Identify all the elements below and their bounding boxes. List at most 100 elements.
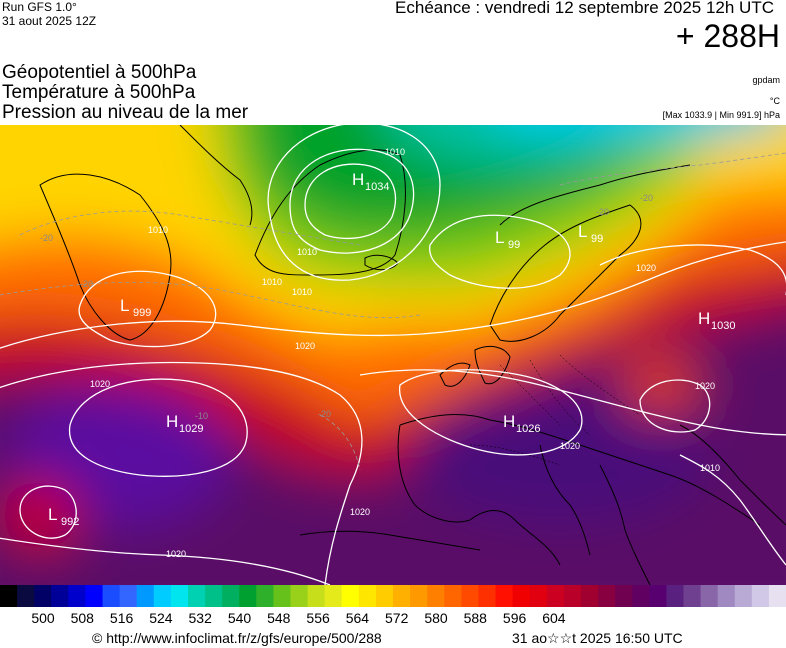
colorbar-swatch: [136, 585, 155, 607]
colorbar-swatch: [563, 585, 582, 607]
run-info: Run GFS 1.0° 31 aout 2025 12Z: [2, 0, 96, 28]
colorbar-swatch: [427, 585, 445, 607]
svg-text:H: H: [503, 412, 515, 431]
temperature-label: -20: [596, 207, 609, 217]
temperature-label: -20: [640, 193, 653, 203]
colorbar-swatch: [461, 585, 479, 607]
run-date: 31 aout 2025 12Z: [2, 14, 97, 28]
title-geopotential: Géopotentiel à 500hPa: [2, 62, 197, 83]
colorbar-swatch: [205, 585, 223, 607]
pressure-center-H-1026: H 1026: [503, 412, 540, 435]
colorbar-tick-label: 548: [267, 610, 291, 626]
source-url[interactable]: © http://www.infoclimat.fr/z/gfs/europe/…: [92, 630, 382, 646]
isobars: [0, 125, 786, 585]
colorbar-swatch: [17, 585, 35, 607]
colorbar-swatch: [222, 585, 240, 607]
pressure-center-H-1030: H 1030: [698, 309, 735, 332]
colorbar-tick-label: 604: [542, 610, 566, 626]
isobar-labels: 1010 1010 1010 1010 1010 1020 1020 1020 1020 1020…: [90, 147, 720, 559]
svg-text:1030: 1030: [711, 320, 735, 332]
isobar-label: 1020: [636, 263, 656, 273]
svg-text:1034: 1034: [365, 181, 389, 193]
colorbar-swatch: [649, 585, 667, 607]
svg-text:99: 99: [591, 233, 603, 245]
colorbar-swatch: [375, 585, 394, 607]
colorbar-swatch: [341, 585, 360, 607]
colorbar-swatch: [34, 585, 52, 607]
colorbar-swatch: [580, 585, 599, 607]
colorbar-swatch: [546, 585, 565, 607]
colorbar-swatch: [632, 585, 650, 607]
title-pressure: Pression au niveau de la mer: [2, 102, 249, 123]
lead-time: + 288H: [675, 18, 780, 54]
isobar-label: 1020: [295, 341, 315, 351]
colorbar-swatch: [615, 585, 633, 607]
colorbar-swatch: [290, 585, 309, 607]
colorbar-swatch: [187, 585, 206, 607]
temperature-label: -20: [80, 279, 93, 289]
colorbar-swatch: [68, 585, 86, 607]
svg-text:999: 999: [133, 307, 151, 319]
colorbar-swatch: [495, 585, 514, 607]
svg-text:H: H: [166, 412, 178, 431]
temperature-label: -20: [40, 233, 53, 243]
isobar-label: 1020: [166, 549, 186, 559]
colorbar-tick-label: 524: [149, 610, 173, 626]
colorbar-swatch: [51, 585, 69, 607]
colorbar-tick-label: 540: [228, 610, 252, 626]
svg-text:992: 992: [61, 516, 79, 528]
colorbar-swatch: [324, 585, 343, 607]
geopotential-field: [0, 125, 786, 585]
colorbar-tick-label: 564: [346, 610, 370, 626]
colorbar-swatch: [358, 585, 377, 607]
isobar-label: 1020: [90, 379, 110, 389]
colorbar-swatch: [751, 585, 770, 607]
colorbar-swatch: [666, 585, 684, 607]
colorbar-swatch: [512, 585, 531, 607]
colorbar-swatch: [102, 585, 121, 607]
isobar-label: 1020: [350, 507, 370, 517]
isobar-label: 1020: [695, 381, 715, 391]
isobar-label: 1010: [262, 277, 282, 287]
unit-gpdam: gpdam: [752, 75, 780, 85]
coastlines: [39, 125, 786, 585]
colorbar-swatch: [307, 585, 326, 607]
colorbar-swatch: [598, 585, 616, 607]
colorbar-tick-label: 516: [110, 610, 134, 626]
colorbar-swatch: [717, 585, 736, 607]
svg-text:H: H: [698, 309, 710, 328]
temperature-label: -20: [318, 409, 331, 419]
colorbar-swatch: [273, 585, 291, 607]
colorbar-tick-label: 532: [189, 610, 213, 626]
title-temperature: Température à 500hPa: [2, 82, 196, 103]
colorbar-tick-label: 572: [385, 610, 409, 626]
isobar-label: 1010: [385, 147, 405, 157]
isobar-label: 1010: [700, 463, 720, 473]
colorbar-tick-label: 596: [503, 610, 527, 626]
colorbar-swatch: [444, 585, 462, 607]
svg-text:L: L: [120, 296, 129, 315]
colorbar-swatch: [393, 585, 411, 607]
pressure-maxmin: [Max 1033.9 | Min 991.9] hPa: [662, 110, 780, 120]
colorbar: [0, 585, 786, 607]
colorbar-swatch: [700, 585, 719, 607]
pressure-center-H-1034: H 1034: [352, 170, 389, 193]
svg-text:L: L: [48, 505, 57, 524]
colorbar-swatch: [768, 585, 786, 607]
isobar-label: 1010: [297, 247, 317, 257]
colorbar-tick-label: 500: [31, 610, 55, 626]
colorbar-swatch: [85, 585, 104, 607]
forecast-valid-time: Echéance : vendredi 12 septembre 2025 12…: [395, 0, 774, 17]
generation-timestamp: 31 ao☆☆t 2025 16:50 UTC: [512, 630, 683, 646]
svg-text:L: L: [495, 228, 504, 247]
pressure-center-H-1029: H 1029: [166, 412, 203, 435]
svg-text:1029: 1029: [179, 423, 203, 435]
colorbar-swatch: [478, 585, 497, 607]
svg-text:L: L: [578, 222, 587, 241]
colorbar-tick-label: 556: [306, 610, 330, 626]
colorbar-swatch: [529, 585, 548, 607]
temperature-label: -10: [195, 411, 208, 421]
colorbar-swatch: [410, 585, 428, 607]
